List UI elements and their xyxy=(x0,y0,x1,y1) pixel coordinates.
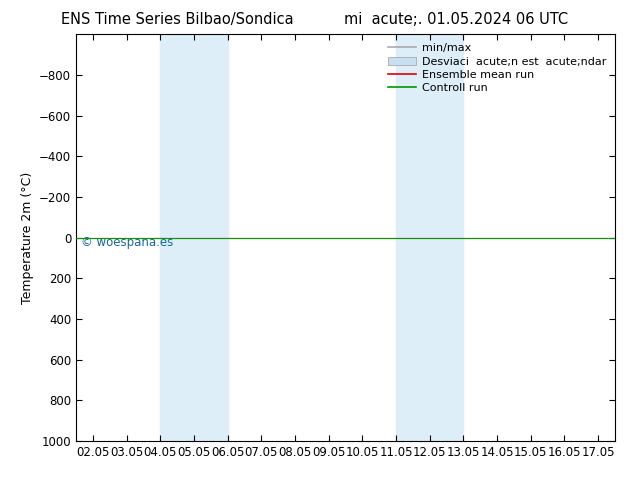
Text: mi  acute;. 01.05.2024 06 UTC: mi acute;. 01.05.2024 06 UTC xyxy=(344,12,569,27)
Bar xyxy=(396,34,463,441)
Bar xyxy=(160,34,228,441)
Text: ENS Time Series Bilbao/Sondica: ENS Time Series Bilbao/Sondica xyxy=(61,12,294,27)
Legend: min/max, Desviaci  acute;n est  acute;ndar, Ensemble mean run, Controll run: min/max, Desviaci acute;n est acute;ndar… xyxy=(385,40,609,97)
Text: © woespana.es: © woespana.es xyxy=(81,236,174,248)
Y-axis label: Temperature 2m (°C): Temperature 2m (°C) xyxy=(20,172,34,304)
